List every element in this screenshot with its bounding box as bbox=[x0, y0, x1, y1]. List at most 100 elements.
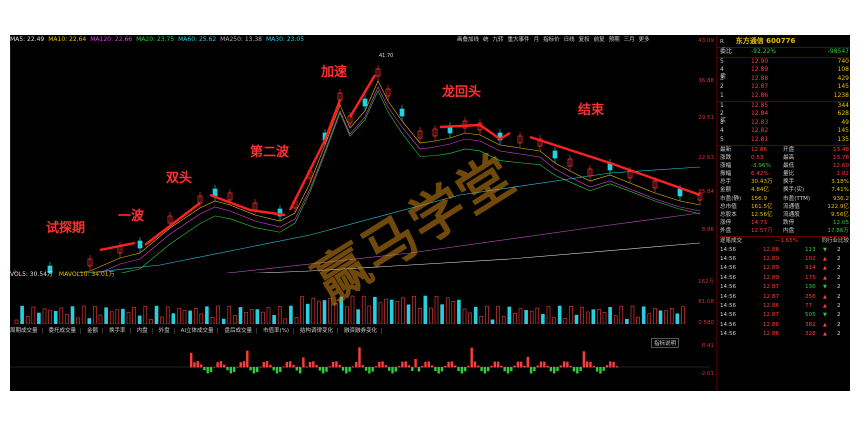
tick-count: 2 bbox=[837, 331, 841, 338]
tick-price: 12.86 bbox=[763, 302, 780, 309]
tick-volume: 136 bbox=[805, 284, 816, 291]
toolbar-item[interactable]: 复权 bbox=[578, 37, 590, 43]
toolbar-item[interactable]: 指标价 bbox=[543, 37, 560, 43]
indicator-tab[interactable]: 市值率(%) bbox=[263, 328, 295, 334]
annotation-wave2: 第二波 bbox=[250, 145, 290, 160]
toolbar-item[interactable]: 统 bbox=[483, 37, 489, 43]
level-price: 12.83 bbox=[751, 118, 769, 126]
indicator-tab[interactable]: 委托成交量 bbox=[48, 328, 82, 334]
stat-row: 振幅 6.42% 量比 1.02 bbox=[717, 170, 850, 178]
level-volume: 740 bbox=[837, 57, 849, 65]
quote-stats: 最新 12.86 开盘 13.48 涨跌 0.53 最高 13.78 涨幅 -3.96% 最低 12.… bbox=[717, 144, 850, 236]
tick-time: 14:56 bbox=[720, 293, 737, 300]
tick-volume: 102 bbox=[805, 255, 816, 262]
indicator-tab[interactable]: AI立体成交量 bbox=[180, 328, 219, 334]
level-volume: 108 bbox=[837, 66, 849, 74]
toolbar-item[interactable]: 九转 bbox=[492, 37, 504, 43]
stat-row: 涨幅 -3.96% 最低 12.60 bbox=[717, 162, 850, 170]
candlestick-svg[interactable] bbox=[10, 45, 710, 273]
tick-volume: 382 bbox=[805, 321, 816, 328]
ma-label: MA120: 22.66 bbox=[90, 36, 133, 43]
stat-value: 6.42% bbox=[751, 171, 769, 178]
indicator-tab[interactable]: 换手率 bbox=[109, 328, 131, 334]
indicator-tab[interactable]: 金额 bbox=[87, 328, 104, 334]
stat-value: 12.86 bbox=[751, 146, 768, 153]
level-price: 12.82 bbox=[751, 127, 769, 135]
stat-row: 涨停 14.73 跌停 12.05 bbox=[717, 219, 850, 227]
tick-count: 2 bbox=[837, 265, 841, 272]
vol5-label: VOL5: 30.54万 bbox=[10, 271, 53, 278]
tick-volume: 505 bbox=[805, 312, 816, 319]
stat-value: 161.5亿 bbox=[751, 203, 773, 210]
arrow-up-icon: ▲ bbox=[823, 255, 827, 262]
indicator-tab[interactable]: 结构调律变化 bbox=[300, 328, 339, 334]
stat-label: 总市值 bbox=[720, 203, 737, 210]
tick-volume: 175 bbox=[805, 274, 816, 281]
indicator-tab[interactable]: 外盘 bbox=[158, 328, 175, 334]
arrow-down-icon: ▼ bbox=[823, 312, 827, 319]
volume-chart[interactable] bbox=[10, 279, 710, 325]
toolbar-item[interactable]: 画叠加线 bbox=[457, 37, 480, 43]
tick-volume: 77 bbox=[805, 302, 813, 309]
indicator-help-button[interactable]: 指标说明 bbox=[651, 338, 680, 348]
indicator-tab[interactable]: 盘后成交量 bbox=[224, 328, 257, 334]
level-volume: 344 bbox=[837, 101, 849, 109]
tick-price: 12.87 bbox=[763, 293, 780, 300]
toolbar-item[interactable]: 前复 bbox=[593, 37, 605, 43]
toolbar-item[interactable]: 重大事件 bbox=[507, 37, 530, 43]
toolbar-item[interactable]: 日线 bbox=[563, 37, 575, 43]
stat-label: 涨停 bbox=[720, 220, 732, 227]
level-num: 4 bbox=[720, 66, 724, 74]
stat-value: 9.56亿 bbox=[830, 212, 849, 219]
stat-label: 最新 bbox=[720, 146, 732, 153]
level-price: 12.87 bbox=[751, 83, 769, 91]
buy-level-row: 4 12.82 145 bbox=[717, 127, 850, 136]
sell-side-label: 卖 bbox=[720, 72, 727, 80]
level-volume: 429 bbox=[837, 74, 849, 82]
annotation-wave1: 一波 bbox=[118, 209, 145, 224]
stat-label: 跌停 bbox=[783, 220, 795, 227]
indicator-tab[interactable]: 融资融券变化 bbox=[344, 328, 383, 334]
stat-value: 936.2 bbox=[832, 195, 849, 202]
indicator-svg[interactable] bbox=[10, 339, 710, 391]
stat-row: 涨跌 0.53 最高 13.78 bbox=[717, 154, 850, 162]
tick-count: 2 bbox=[837, 246, 841, 253]
tick-count: 2 bbox=[837, 284, 841, 291]
buy-level-row: 3 12.83 49 bbox=[717, 119, 850, 128]
tick-price: 12.86 bbox=[763, 331, 780, 338]
tick-time: 14:56 bbox=[720, 321, 737, 328]
indicator-tab[interactable]: 内盘 bbox=[136, 328, 153, 334]
stat-label: 内盘 bbox=[783, 228, 795, 235]
stat-value: 12.05 bbox=[832, 220, 849, 227]
toolbar-item[interactable]: 预期 bbox=[608, 37, 620, 43]
toolbar-item[interactable]: 更多 bbox=[638, 37, 650, 43]
tick-count: 2 bbox=[837, 293, 841, 300]
arrow-up-icon: ▲ bbox=[823, 265, 827, 272]
level-volume: 1238 bbox=[833, 91, 849, 99]
level-num: 3 bbox=[720, 74, 724, 82]
sell-level-row: 3 12.88 429 bbox=[717, 75, 850, 84]
stock-name[interactable]: 东方通信 600776 bbox=[735, 37, 796, 45]
stat-value: 30.43万 bbox=[751, 179, 773, 186]
stat-value: 4.84亿 bbox=[751, 187, 770, 194]
tick-time: 14:56 bbox=[720, 246, 737, 253]
indicator-tab[interactable]: 周期成交量 bbox=[10, 328, 43, 334]
stat-value: 0.53 bbox=[751, 154, 764, 161]
candlestick-chart[interactable]: 试探期 一波 双头 第二波 加速 龙回头 结束 41.70 bbox=[10, 45, 710, 273]
indicator-tabs: 周期成交量 委托成交量 金额 换手率 内盘 外盘 AI立体成交量 盘后成交量 市值率(%) 结构调… bbox=[10, 327, 710, 336]
ma-label: MA20: 23.75 bbox=[136, 36, 175, 43]
stat-row: 总市值 161.5亿 流通值 122.9亿 bbox=[717, 203, 850, 211]
toolbar-item[interactable]: 三月 bbox=[623, 37, 635, 43]
stock-header: R 东方通信 600776 bbox=[717, 35, 850, 48]
quote-panel: R 东方通信 600776 委比 -92.22% -98547 5 12.90 74… bbox=[716, 35, 850, 391]
annotation-double-top: 双头 bbox=[166, 171, 193, 186]
stat-value: 156.9 bbox=[751, 195, 768, 202]
level-num: 1 bbox=[720, 101, 724, 109]
level-volume: 628 bbox=[837, 110, 849, 118]
r-label: R bbox=[720, 39, 724, 45]
indicator-chart[interactable] bbox=[10, 339, 710, 391]
stat-value: 12.56亿 bbox=[751, 212, 773, 219]
tick-volume: 256 bbox=[805, 293, 816, 300]
toolbar-item[interactable]: 月 bbox=[533, 37, 540, 43]
chart-toolbar: 画叠加线统九转 重大事件月指标价 日线 复权 前复 预期 三月 更多 bbox=[457, 35, 715, 45]
